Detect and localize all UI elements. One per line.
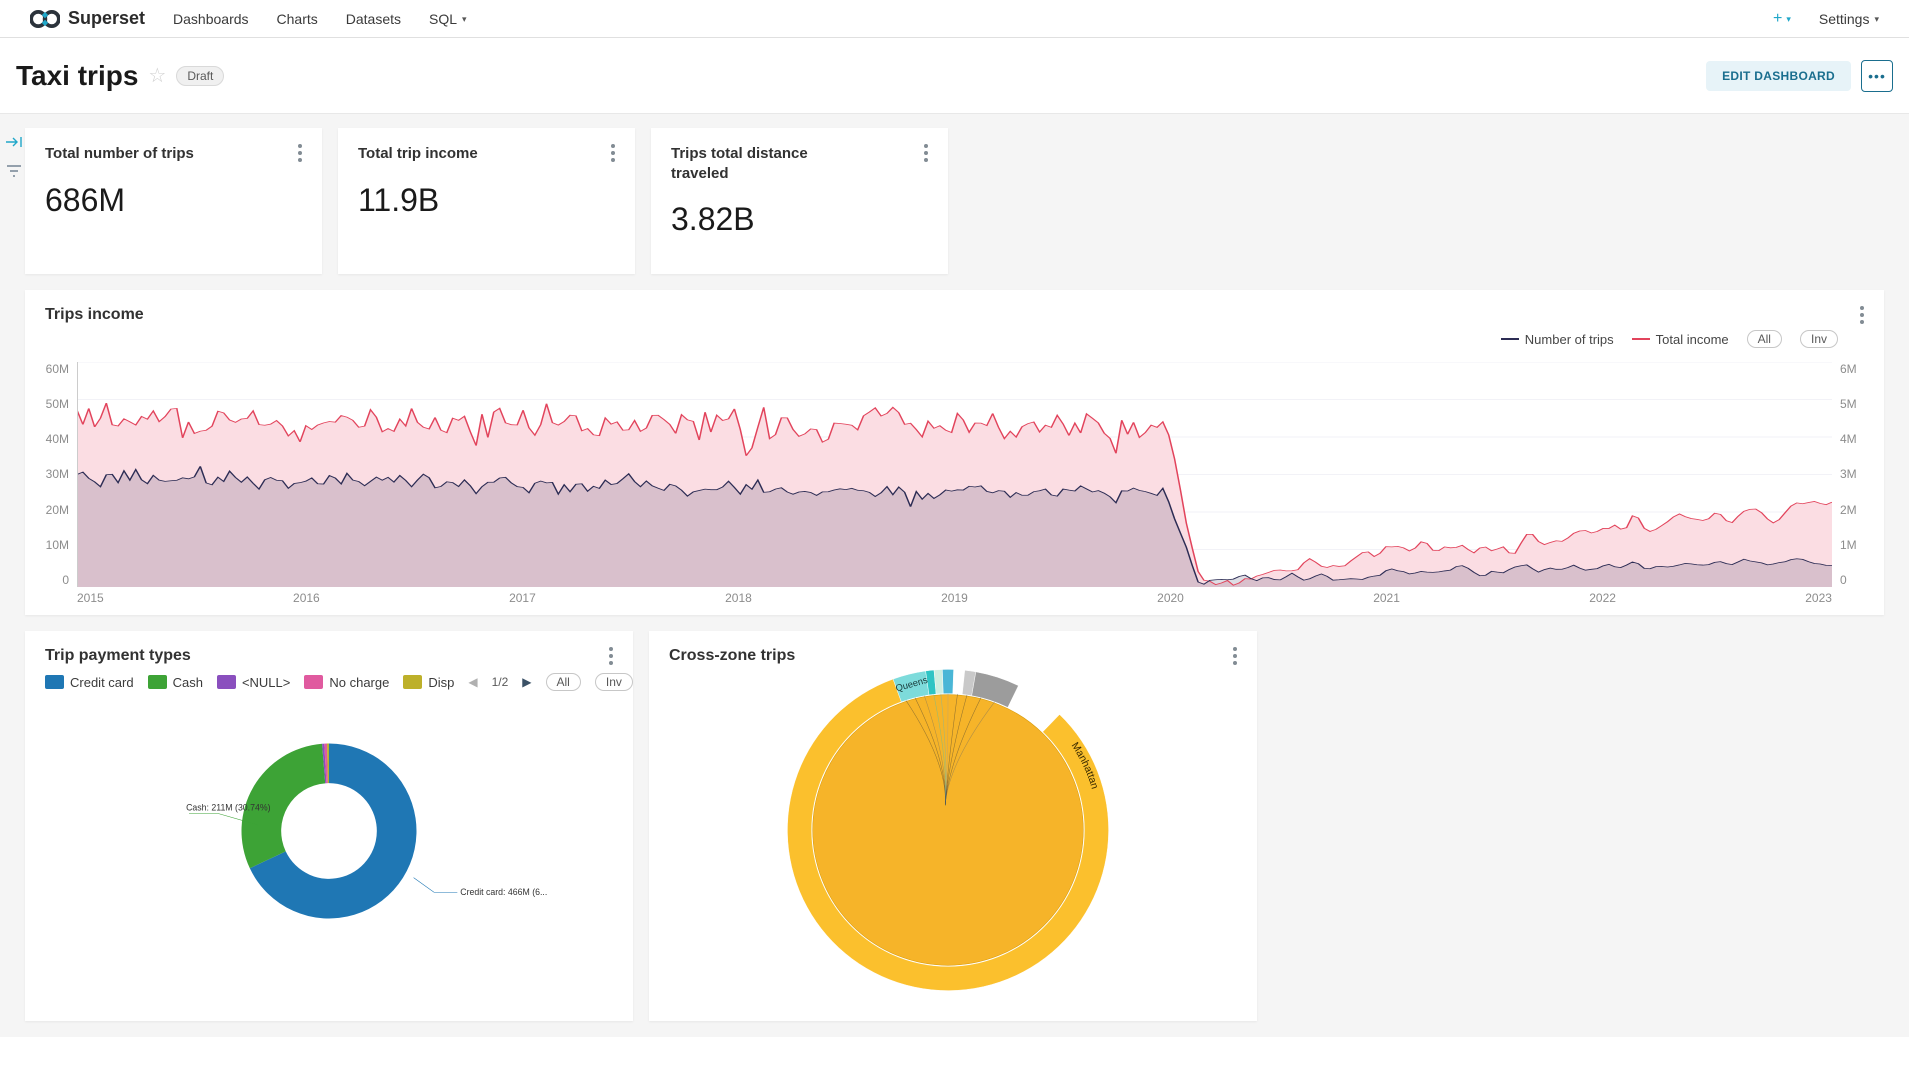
svg-text:Cash: 211M (30.74%): Cash: 211M (30.74%) (186, 803, 271, 813)
svg-text:Credit card: 466M (6...: Credit card: 466M (6... (460, 887, 547, 897)
